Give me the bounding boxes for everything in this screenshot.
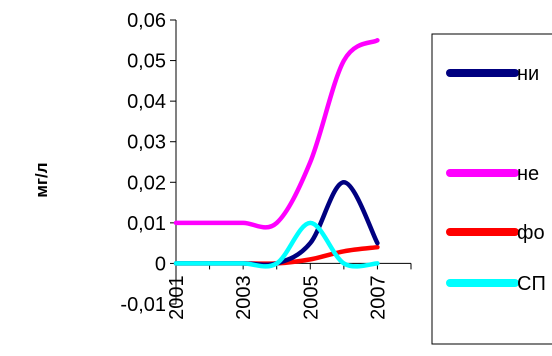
legend-label-1: не [517,163,539,185]
axes: -0,01 0 0,01 0,02 0,03 0,04 0,05 0,06 2001 2003 20… [120,10,412,320]
y-tick-label: 0,03 [127,132,166,154]
y-tick-label: -0,01 [120,294,166,316]
y-tick-label: 0 [155,253,166,275]
y-tick-label: 0,02 [127,172,166,194]
y-tick-label: 0,05 [127,51,166,73]
x-tick-label: 2001 [166,275,188,320]
y-axis-label: мг/л [32,162,51,197]
series-line-1 [173,38,380,230]
legend-label-0: ни [517,63,539,85]
x-tick-label: 2003 [233,275,255,320]
legend: ни не фо СП [431,33,552,345]
y-tick-label: 0,01 [127,213,166,235]
series-line-3 [173,220,380,269]
series-lines [173,38,380,269]
legend-label-2: фо [517,222,545,244]
y-tick-label: 0,06 [127,10,166,32]
legend-box [431,33,552,345]
legend-label-3: СП [517,273,546,295]
y-tick-label: 0,04 [127,91,166,113]
x-tick-label: 2007 [367,275,389,320]
x-tick-label: 2005 [300,275,322,320]
